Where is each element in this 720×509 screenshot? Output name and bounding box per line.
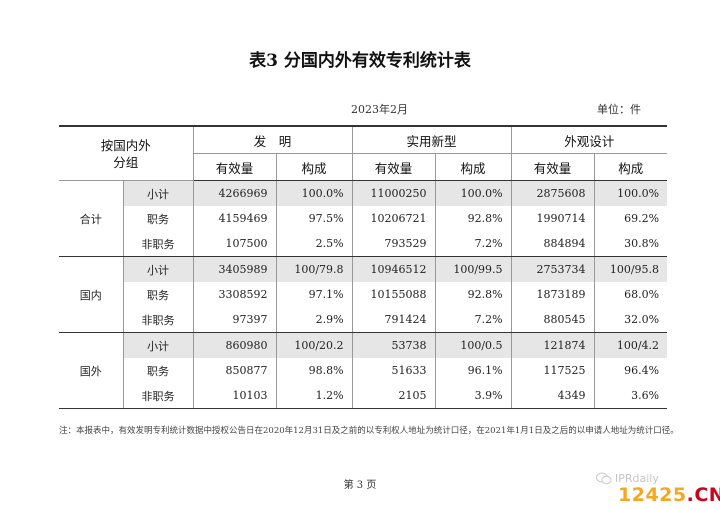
count-cell: 880545 bbox=[511, 307, 595, 333]
table-row: 国外 小计 860980 100/20.2 53738 100/0.5 121874 100/… bbox=[59, 332, 668, 409]
share-cell: 100/0.5 bbox=[435, 332, 512, 358]
share-cell: 68.0% bbox=[624, 288, 660, 301]
count-cell: 121874 bbox=[511, 332, 595, 358]
share-cell: 30.8% bbox=[594, 231, 668, 257]
share-cell: 69.2% bbox=[624, 212, 660, 225]
share-cell: 100/4.2 bbox=[594, 332, 668, 358]
count-cell: 97397 bbox=[193, 307, 277, 333]
count-cell: 53738 bbox=[352, 332, 436, 358]
share-cell: 100/79.8 bbox=[276, 256, 353, 282]
share-cell: 100/99.5 bbox=[435, 256, 512, 282]
count-cell: 10946512 bbox=[352, 256, 436, 282]
sub-header-share: 构成 bbox=[435, 153, 512, 181]
table-row: 非职务 10103 1.2% 2105 3.9% 4349 3.6% bbox=[59, 383, 668, 409]
share-cell: 98.8% bbox=[276, 358, 353, 383]
report-date: 2023年2月 bbox=[351, 103, 408, 116]
category-header-design: 外观设计 bbox=[511, 125, 668, 154]
row-label-cell: 职务 bbox=[123, 206, 194, 231]
table-row: 职务 3308592 97.1% 10155088 92.8% 1873189 68.0% bbox=[59, 282, 667, 307]
row-label-cell: 职务 bbox=[123, 282, 194, 307]
group-name-cell: 国外 bbox=[59, 332, 124, 409]
row-label-cell: 小计 bbox=[123, 332, 194, 358]
count-cell: 2105 bbox=[352, 383, 436, 409]
count-cell: 10155088 bbox=[352, 282, 436, 307]
count-cell: 3405989 bbox=[193, 256, 277, 282]
share-cell: 7.2% bbox=[435, 307, 512, 333]
count-cell: 4349 bbox=[511, 383, 595, 409]
footnote: 注：本报表中，有效发明专利统计数据中授权公告日在2020年12月31日及之前的以… bbox=[59, 426, 679, 436]
table-row: 非职务 97397 2.9% 791424 7.2% 880545 32.0% bbox=[59, 307, 668, 333]
site-logo-suffix: .CN bbox=[686, 484, 720, 506]
count-cell: 793529 bbox=[352, 231, 436, 257]
share-cell: 96.1% bbox=[435, 358, 512, 383]
table-row: 职务 4159469 97.5% 10206721 92.8% 1990714 69.2% bbox=[59, 206, 667, 231]
count-cell: 4159469 bbox=[193, 206, 277, 231]
row-label-cell: 小计 bbox=[123, 180, 194, 206]
row-label-cell: 非职务 bbox=[123, 307, 194, 333]
table-row: 职务 850877 98.8% 51633 96.1% 117525 96.4% bbox=[59, 358, 667, 383]
share-cell: 100.0% bbox=[594, 180, 668, 206]
count-cell: 1873189 bbox=[511, 282, 595, 307]
share-cell: 97.1% bbox=[276, 282, 353, 307]
unit-label: 单位：件 bbox=[597, 103, 641, 116]
share-cell: 32.0% bbox=[594, 307, 668, 333]
page-number: 第 3 页 bbox=[343, 480, 377, 491]
count-cell: 2875608 bbox=[511, 180, 595, 206]
sub-header-count: 有效量 bbox=[352, 153, 436, 181]
count-cell: 3308592 bbox=[193, 282, 277, 307]
row-label-cell: 小计 bbox=[123, 256, 194, 282]
sub-header-share: 构成 bbox=[276, 153, 353, 181]
share-cell: 7.2% bbox=[435, 231, 512, 257]
site-logo-number: 12425 bbox=[618, 484, 687, 506]
group-column-header: 按国内外 分组 bbox=[59, 125, 194, 181]
sub-header-count: 有效量 bbox=[511, 153, 595, 181]
share-cell: 3.9% bbox=[435, 383, 512, 409]
share-cell: 97.5% bbox=[276, 206, 353, 231]
count-cell: 2753734 bbox=[511, 256, 595, 282]
row-label-cell: 非职务 bbox=[123, 383, 194, 409]
wechat-icon bbox=[596, 472, 612, 485]
group-header-line1: 按国内外 bbox=[100, 137, 151, 153]
row-label-cell: 非职务 bbox=[123, 231, 194, 257]
share-cell: 100/20.2 bbox=[276, 332, 353, 358]
share-cell: 92.8% bbox=[435, 206, 512, 231]
count-cell: 117525 bbox=[511, 358, 595, 383]
table-row: 合计 小计 4266969 100.0% 11000250 100.0% 2875608 10… bbox=[59, 180, 668, 257]
row-label-cell: 职务 bbox=[123, 358, 194, 383]
group-header-line2: 分组 bbox=[113, 154, 139, 170]
share-cell: 1.2% bbox=[276, 383, 353, 409]
share-cell: 100/95.8 bbox=[594, 256, 668, 282]
share-cell: 96.4% bbox=[624, 364, 660, 377]
share-cell: 100.0% bbox=[276, 180, 353, 206]
share-cell: 2.5% bbox=[276, 231, 353, 257]
count-cell: 11000250 bbox=[352, 180, 436, 206]
watermark-text: IPRdaily bbox=[615, 472, 659, 485]
share-cell: 2.9% bbox=[276, 307, 353, 333]
site-logo: 12425.CN bbox=[618, 484, 720, 506]
table-row: 国内 小计 3405989 100/79.8 10946512 100/99.5 27537… bbox=[59, 256, 668, 333]
sub-header-count: 有效量 bbox=[193, 153, 277, 181]
count-cell: 4266969 bbox=[193, 180, 277, 206]
group-name-cell: 国内 bbox=[59, 256, 124, 333]
count-cell: 884894 bbox=[511, 231, 595, 257]
count-cell: 1990714 bbox=[511, 206, 595, 231]
table-row: 非职务 107500 2.5% 793529 7.2% 884894 30.8% bbox=[59, 231, 668, 257]
category-header-utility: 实用新型 bbox=[352, 125, 512, 154]
count-cell: 51633 bbox=[352, 358, 436, 383]
count-cell: 791424 bbox=[352, 307, 436, 333]
count-cell: 10103 bbox=[193, 383, 277, 409]
count-cell: 860980 bbox=[193, 332, 277, 358]
share-cell: 92.8% bbox=[435, 282, 512, 307]
patent-stats-table: 按国内外 分组 发 明 实用新型 外观设计 有效量 构成 有效量 构成 有效量 … bbox=[59, 125, 668, 409]
count-cell: 10206721 bbox=[352, 206, 436, 231]
sub-header-share: 构成 bbox=[594, 153, 668, 181]
count-cell: 107500 bbox=[193, 231, 277, 257]
share-cell: 100.0% bbox=[435, 180, 512, 206]
wechat-watermark: IPRdaily bbox=[596, 472, 659, 485]
share-cell: 3.6% bbox=[594, 383, 668, 409]
table-title: 表3 分国内外有效专利统计表 bbox=[249, 51, 471, 71]
category-header-invention: 发 明 bbox=[193, 125, 353, 154]
group-name-cell: 合计 bbox=[59, 180, 124, 257]
count-cell: 850877 bbox=[193, 358, 277, 383]
